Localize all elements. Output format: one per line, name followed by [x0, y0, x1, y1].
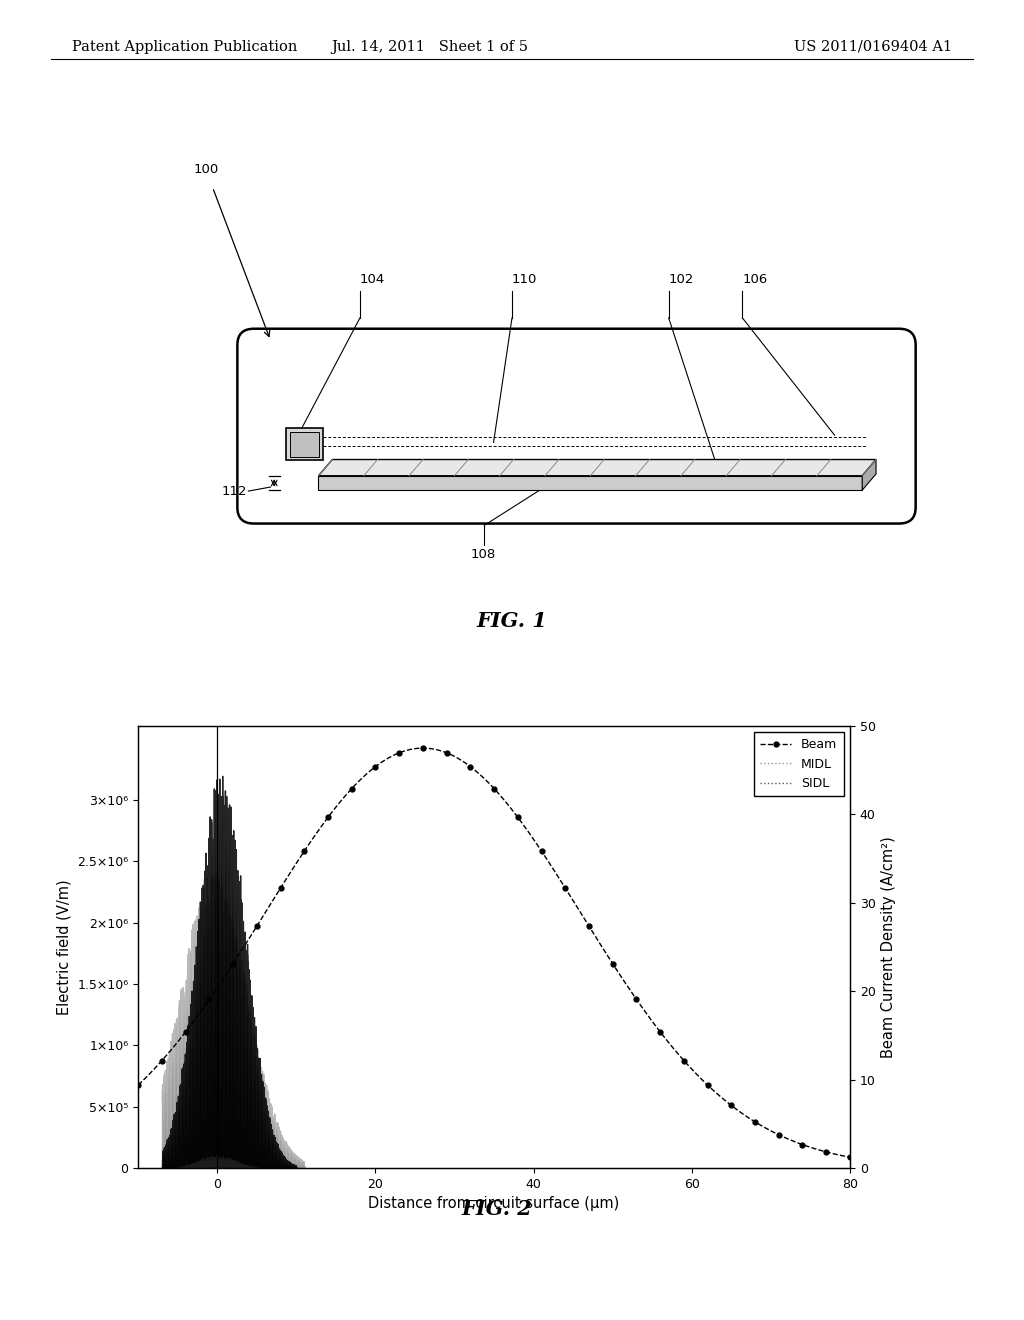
SIDL	[215, 838, 227, 854]
Text: Patent Application Publication: Patent Application Publication	[72, 40, 297, 54]
Text: FIG. 1: FIG. 1	[476, 611, 548, 631]
FancyBboxPatch shape	[290, 432, 319, 457]
Text: 112: 112	[221, 484, 247, 498]
Beam	[417, 741, 429, 756]
Text: Jul. 14, 2011   Sheet 1 of 5: Jul. 14, 2011 Sheet 1 of 5	[332, 40, 528, 54]
Text: US 2011/0169404 A1: US 2011/0169404 A1	[795, 40, 952, 54]
Line: Beam: Beam	[138, 748, 850, 1158]
Text: 102: 102	[669, 273, 694, 286]
X-axis label: Distance from circuit surface (μm): Distance from circuit surface (μm)	[369, 1196, 620, 1212]
Text: 108: 108	[471, 548, 496, 561]
Polygon shape	[318, 459, 877, 475]
MIDL	[207, 781, 219, 797]
SIDL	[255, 1041, 267, 1057]
Line: MIDL: MIDL	[146, 763, 304, 1168]
MIDL	[298, 1160, 310, 1176]
SIDL	[208, 829, 220, 845]
Beam	[258, 907, 270, 923]
Beam	[608, 958, 621, 974]
MIDL	[293, 1160, 305, 1176]
MIDL	[215, 755, 227, 771]
MIDL	[215, 755, 227, 771]
Text: 110: 110	[512, 273, 538, 286]
FancyBboxPatch shape	[238, 329, 915, 524]
SIDL	[286, 1139, 298, 1155]
Text: 104: 104	[360, 273, 385, 286]
MIDL	[208, 775, 220, 791]
Text: 106: 106	[742, 273, 768, 286]
Polygon shape	[318, 475, 862, 490]
SIDL	[293, 1148, 305, 1164]
Legend: Beam, MIDL, SIDL: Beam, MIDL, SIDL	[754, 733, 844, 796]
Text: 100: 100	[195, 162, 219, 176]
Polygon shape	[862, 459, 877, 490]
Y-axis label: Beam Current Density (A/cm²): Beam Current Density (A/cm²)	[882, 837, 896, 1057]
SIDL	[207, 829, 219, 845]
FancyBboxPatch shape	[287, 428, 324, 461]
Y-axis label: Electric field (V/m): Electric field (V/m)	[57, 879, 72, 1015]
MIDL	[140, 1160, 153, 1176]
MIDL	[255, 1061, 267, 1077]
SIDL	[140, 1160, 153, 1176]
Beam	[844, 1150, 856, 1166]
Beam	[669, 1043, 681, 1059]
Beam	[315, 818, 328, 834]
Beam	[553, 870, 565, 886]
Line: SIDL: SIDL	[146, 837, 304, 1168]
Text: FIG. 2: FIG. 2	[461, 1199, 532, 1218]
SIDL	[298, 1152, 310, 1168]
Beam	[456, 752, 468, 768]
MIDL	[286, 1155, 298, 1171]
Beam	[132, 1077, 144, 1093]
SIDL	[207, 829, 219, 845]
